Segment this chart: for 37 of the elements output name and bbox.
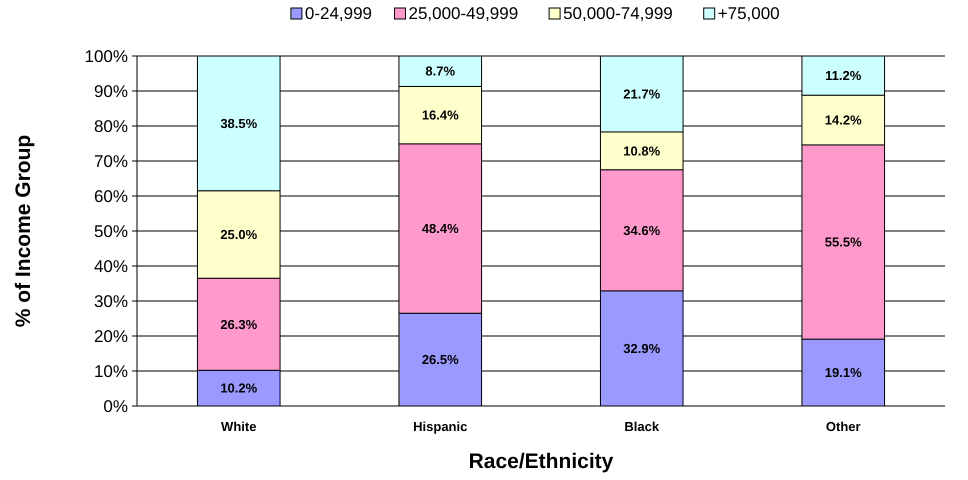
legend-label: +75,000 xyxy=(718,4,780,23)
data-label: 38.5% xyxy=(220,116,258,131)
data-label: 55.5% xyxy=(824,234,862,250)
x-tick-label: Black xyxy=(624,419,660,434)
data-label: 26.3% xyxy=(220,316,258,332)
data-label: 8.7% xyxy=(425,64,456,79)
y-tick-label: 30% xyxy=(94,292,128,311)
x-tick-label: White xyxy=(221,419,256,434)
y-tick-label: 100% xyxy=(84,47,128,66)
data-label: 26.5% xyxy=(422,352,460,368)
data-label: 21.7% xyxy=(623,86,661,102)
data-label: 10.2% xyxy=(220,380,258,396)
x-tick-label: Other xyxy=(826,419,861,434)
data-label: 16.4% xyxy=(422,108,460,123)
y-tick-label: 0% xyxy=(103,397,128,416)
legend-label: 50,000-74,999 xyxy=(563,4,673,23)
y-tick-label: 90% xyxy=(94,82,128,101)
y-tick-label: 70% xyxy=(94,152,128,171)
data-label: 32.9% xyxy=(623,340,661,356)
legend-label: 25,000-49,999 xyxy=(408,4,518,23)
data-label: 48.4% xyxy=(422,221,460,236)
data-label: 19.1% xyxy=(824,365,862,380)
x-tick-label: Hispanic xyxy=(413,419,468,434)
y-tick-label: 60% xyxy=(94,187,128,206)
y-tick-label: 40% xyxy=(94,257,128,276)
y-tick-label: 10% xyxy=(94,362,128,381)
data-label: 11.2% xyxy=(825,68,862,84)
data-label: 10.8% xyxy=(623,143,661,158)
data-label: 25.0% xyxy=(220,227,258,242)
legend-label: 0-24,999 xyxy=(304,4,372,23)
y-tick-label: 80% xyxy=(94,117,128,136)
y-axis-title: % of Income Group xyxy=(12,134,35,328)
y-tick-label: 50% xyxy=(94,222,128,241)
y-tick-label: 20% xyxy=(94,327,128,346)
data-label: 14.2% xyxy=(824,112,862,128)
data-label: 34.6% xyxy=(623,222,661,238)
x-axis-title: Race/Ethnicity xyxy=(468,450,614,473)
